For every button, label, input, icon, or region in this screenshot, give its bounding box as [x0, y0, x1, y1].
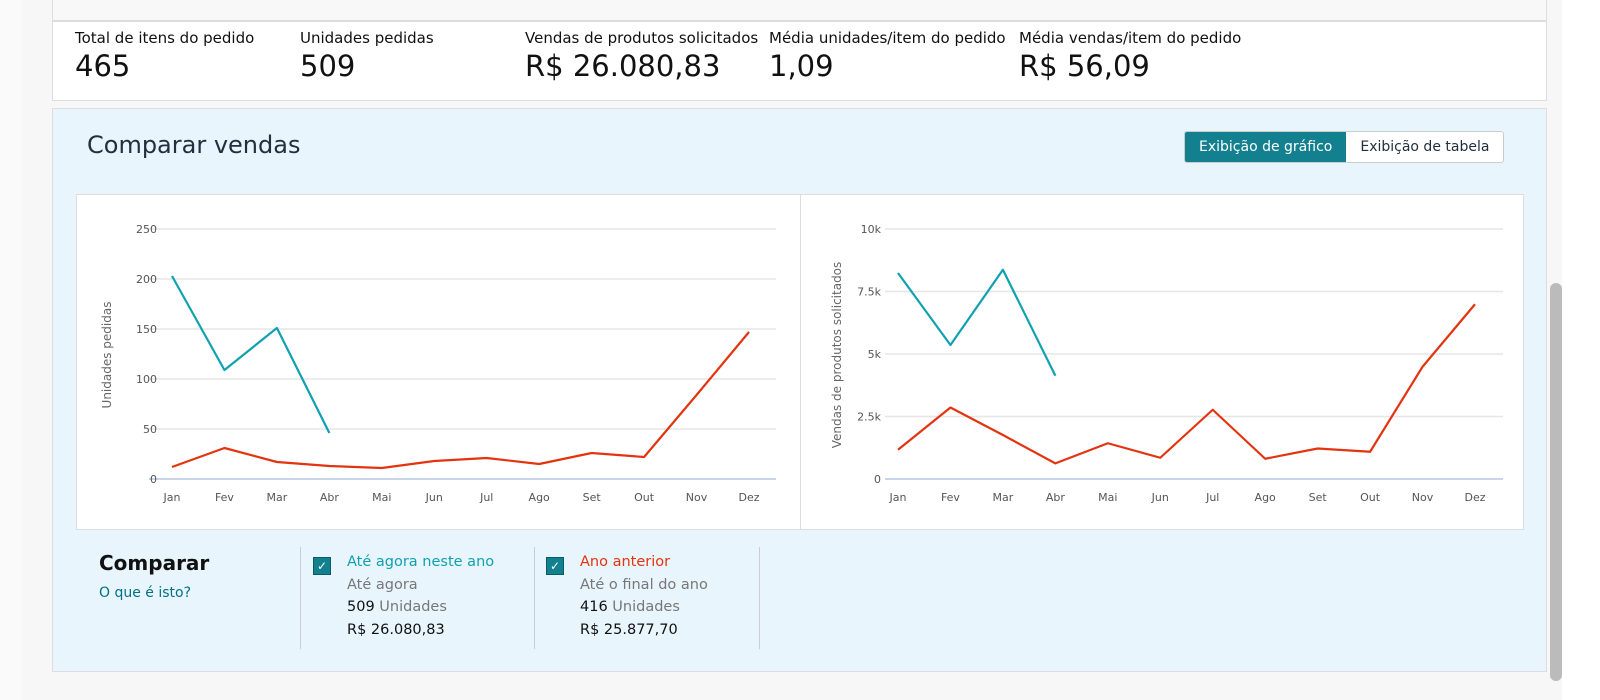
series-line-current-year [171, 275, 331, 434]
series-period: Até agora [347, 576, 418, 593]
y-tick-label: 250 [136, 223, 157, 236]
metric-value: 1,09 [769, 49, 834, 83]
y-tick-label: 50 [143, 423, 157, 436]
x-tick-label: Fev [215, 491, 234, 504]
check-icon: ✓ [549, 559, 561, 573]
section-title: Comparar vendas [87, 131, 301, 159]
metrics-bar: Total de itens do pedido 465 Unidades ped… [52, 21, 1547, 101]
x-tick-label: Mar [993, 491, 1014, 504]
y-axis-label: Unidades pedidas [100, 302, 114, 409]
sales-chart: 0 2.5k 5k 7.5k 10k Jan Fev Mar Abr Mai Jun Jul Ago Se… [830, 223, 1503, 504]
x-tick-label: Jun [1151, 491, 1169, 504]
y-tick-label: 150 [136, 323, 157, 336]
y-axis-label: Vendas de produtos solicitados [830, 262, 844, 449]
series-line-previous-year [171, 331, 750, 470]
series-period: Até o final do ano [580, 576, 708, 593]
y-tick-label: 10k [861, 223, 882, 236]
separator [300, 547, 301, 649]
legend-title: Comparar [99, 551, 210, 575]
metric-units-ordered: Unidades pedidas 509 [300, 29, 434, 83]
compare-legend: Comparar O que é isto? ✓ Até agora neste… [53, 547, 1546, 657]
x-tick-label: Dez [738, 491, 759, 504]
x-tick-label: Set [1309, 491, 1328, 504]
table-view-button[interactable]: Exibição de tabela [1346, 132, 1504, 162]
y-tick-label: 5k [868, 348, 882, 361]
x-tick-label: Nov [1412, 491, 1434, 504]
x-tick-label: Jul [479, 491, 493, 504]
x-tick-label: Jul [1205, 491, 1219, 504]
series-name: Ano anterior [580, 554, 671, 570]
y-tick-label: 100 [136, 373, 157, 386]
y-tick-label: 7.5k [857, 286, 881, 299]
metric-value: 509 [300, 49, 356, 83]
metric-label: Total de itens do pedido [75, 29, 255, 47]
x-tick-label: Mar [267, 491, 288, 504]
x-tick-label: Ago [529, 491, 551, 504]
separator [759, 547, 760, 649]
view-toggle: Exibição de gráfico Exibição de tabela [1184, 131, 1505, 163]
metric-total-items: Total de itens do pedido 465 [75, 29, 254, 83]
chart-view-button[interactable]: Exibição de gráfico [1185, 132, 1347, 162]
scrollbar-thumb[interactable] [1550, 283, 1562, 681]
left-margin [0, 0, 22, 700]
x-tick-label: Fev [941, 491, 960, 504]
x-tick-label: Abr [320, 491, 340, 504]
units-label: Unidades [612, 599, 680, 615]
chart-divider [800, 195, 801, 529]
x-tick-label: Mai [372, 491, 391, 504]
units-value: 509 [347, 599, 375, 615]
x-tick-label: Set [583, 491, 602, 504]
y-tick-label: 2.5k [857, 411, 881, 424]
charts-panel: 0 50 100 150 200 250 Jan Fev Mar Abr Mai Jun Jul Ago S… [76, 194, 1524, 530]
x-tick-label: Jun [425, 491, 443, 504]
series-line-previous-year [897, 303, 1476, 465]
metric-label: Média unidades/item do pedido [769, 29, 1006, 47]
x-tick-label: Abr [1046, 491, 1066, 504]
series-name: Até agora neste ano [347, 554, 495, 570]
series-line-current-year [897, 268, 1057, 377]
check-icon: ✓ [316, 559, 328, 573]
current-year-checkbox[interactable]: ✓ [313, 557, 331, 575]
metric-value: R$ 56,09 [1019, 49, 1150, 83]
x-tick-label: Jan [163, 491, 181, 504]
x-tick-label: Out [1360, 491, 1381, 504]
y-tick-label: 0 [150, 473, 157, 486]
metric-label: Vendas de produtos solicitados [525, 29, 759, 47]
units-label: Unidades [379, 599, 447, 615]
units-value: 416 [580, 599, 608, 615]
x-tick-label: Nov [686, 491, 708, 504]
x-tick-label: Out [634, 491, 655, 504]
help-link[interactable]: O que é isto? [99, 585, 192, 601]
separator [534, 547, 535, 649]
units-chart: 0 50 100 150 200 250 Jan Fev Mar Abr Mai Jun Jul Ago S… [100, 223, 776, 504]
metric-value: 465 [75, 49, 131, 83]
metric-value: R$ 26.080,83 [525, 49, 721, 83]
metric-avg-sales: Média vendas/item do pedido R$ 56,09 [1019, 29, 1241, 83]
x-tick-label: Dez [1464, 491, 1485, 504]
metric-label: Média vendas/item do pedido [1019, 29, 1242, 47]
y-tick-label: 0 [874, 473, 881, 486]
previous-year-checkbox[interactable]: ✓ [546, 557, 564, 575]
x-tick-label: Jan [889, 491, 907, 504]
y-tick-label: 200 [136, 273, 157, 286]
x-tick-label: Mai [1098, 491, 1117, 504]
top-strip [52, 0, 1547, 21]
compare-sales-section: Comparar vendas Exibição de gráfico Exib… [52, 108, 1547, 672]
metric-label: Unidades pedidas [300, 29, 434, 47]
metric-avg-units: Média unidades/item do pedido 1,09 [769, 29, 1006, 83]
sales-value: R$ 25.877,70 [580, 621, 678, 638]
metric-product-sales: Vendas de produtos solicitados R$ 26.080,… [525, 29, 758, 83]
sales-value: R$ 26.080,83 [347, 621, 445, 638]
x-tick-label: Ago [1255, 491, 1277, 504]
